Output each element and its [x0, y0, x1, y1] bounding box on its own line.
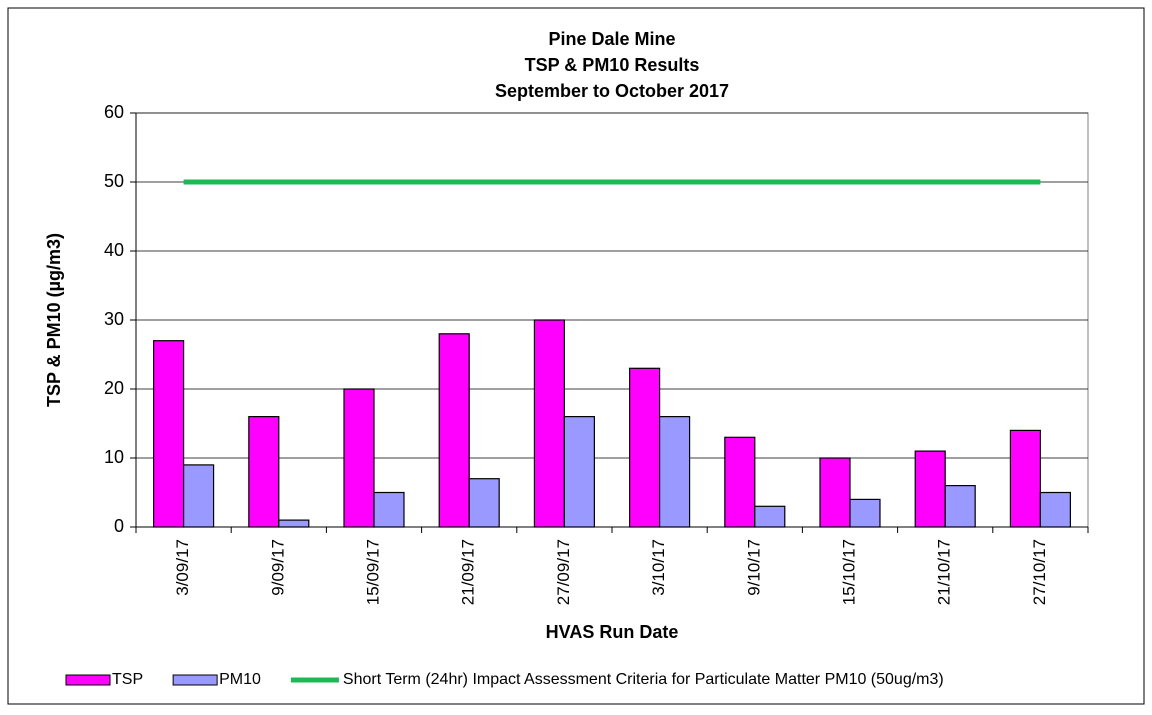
- x-tick-label: 27/09/17: [554, 539, 573, 605]
- bar: [944, 485, 976, 528]
- x-tick-label: 15/10/17: [839, 539, 858, 605]
- bar: [563, 416, 595, 528]
- y-tick-label: 0: [114, 516, 124, 536]
- bar: [183, 464, 215, 528]
- y-tick-label: 30: [104, 309, 124, 329]
- bar: [468, 478, 500, 528]
- x-tick-label: 9/10/17: [744, 539, 763, 596]
- legend-label: PM10: [219, 671, 261, 688]
- bar: [533, 319, 565, 528]
- legend-swatch: [172, 674, 218, 686]
- x-tick-label: 21/10/17: [935, 539, 954, 605]
- legend-label: TSP: [112, 671, 143, 688]
- legend-label: Short Term (24hr) Impact Assessment Crit…: [343, 671, 944, 688]
- bar: [1009, 429, 1041, 528]
- bar: [248, 416, 280, 528]
- title-line: September to October 2017: [495, 81, 729, 101]
- y-axis-label: TSP & PM10 (µg/m3): [44, 233, 64, 407]
- y-tick-label: 20: [104, 378, 124, 398]
- title-line: Pine Dale Mine: [548, 29, 675, 49]
- x-axis-label: HVAS Run Date: [546, 622, 679, 642]
- y-tick-label: 60: [104, 102, 124, 122]
- bar: [914, 450, 946, 528]
- x-tick-label: 3/10/17: [649, 539, 668, 596]
- bar: [819, 457, 851, 528]
- bar: [153, 340, 185, 528]
- bar: [629, 367, 661, 528]
- bar: [373, 491, 405, 528]
- bar: [438, 333, 470, 528]
- bar: [1039, 491, 1071, 528]
- title-line: TSP & PM10 Results: [525, 55, 700, 75]
- x-tick-label: 27/10/17: [1030, 539, 1049, 605]
- x-tick-label: 15/09/17: [363, 539, 382, 605]
- x-tick-label: 9/09/17: [268, 539, 287, 596]
- bar: [849, 498, 881, 528]
- y-tick-label: 10: [104, 447, 124, 467]
- bar: [658, 416, 691, 528]
- y-tick-label: 40: [104, 240, 124, 260]
- bar: [724, 436, 756, 528]
- x-tick-label: 3/09/17: [173, 539, 192, 596]
- y-tick-label: 50: [104, 171, 124, 191]
- bar: [754, 505, 786, 528]
- bar: [343, 388, 375, 528]
- bar: [278, 519, 310, 528]
- legend-swatch: [65, 674, 111, 686]
- x-tick-label: 21/09/17: [459, 539, 478, 605]
